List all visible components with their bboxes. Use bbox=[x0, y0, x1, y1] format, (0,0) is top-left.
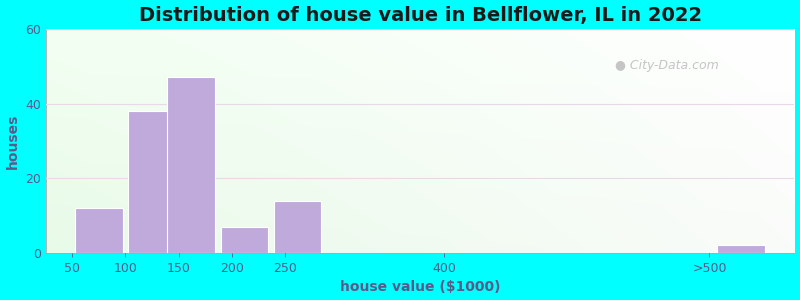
Bar bbox=[128, 111, 176, 253]
Text: ● City-Data.com: ● City-Data.com bbox=[614, 59, 718, 72]
Bar bbox=[167, 77, 215, 253]
Bar bbox=[274, 201, 322, 253]
X-axis label: house value ($1000): house value ($1000) bbox=[340, 280, 500, 294]
Title: Distribution of house value in Bellflower, IL in 2022: Distribution of house value in Bellflowe… bbox=[138, 6, 702, 25]
Bar bbox=[75, 208, 123, 253]
Bar bbox=[718, 245, 766, 253]
Y-axis label: houses: houses bbox=[6, 113, 19, 169]
Bar bbox=[221, 227, 268, 253]
